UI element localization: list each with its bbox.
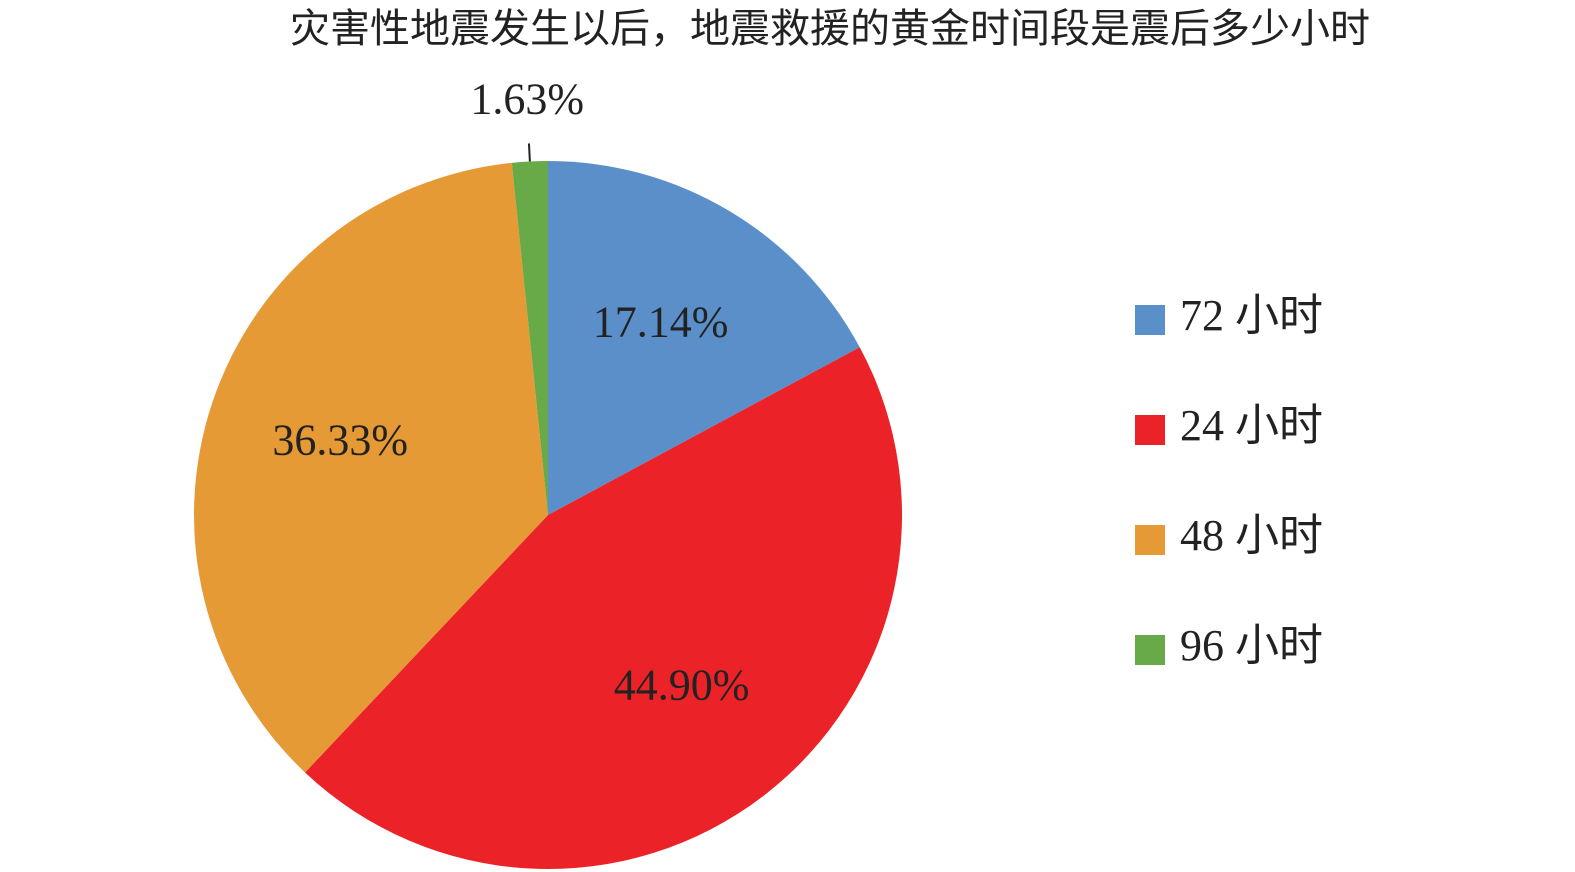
legend-swatch (1135, 305, 1165, 335)
legend-label: 24 小时 (1180, 401, 1323, 450)
pie-slice (511, 161, 548, 515)
legend-swatch (1135, 415, 1165, 445)
data-label: 1.63% (470, 75, 584, 124)
pie-slice (305, 347, 903, 870)
legend-label: 96 小时 (1180, 621, 1323, 670)
chart-title: 灾害性地震发生以后，地震救援的黄金时间段是震后多少小时 (290, 6, 1370, 51)
legend-label: 48 小时 (1180, 511, 1323, 560)
pie-slice (548, 161, 860, 515)
leader-line (527, 143, 531, 162)
legend-swatch (1135, 635, 1165, 665)
data-label: 44.90% (614, 660, 750, 709)
pie-slice (193, 162, 548, 773)
legend-label: 72 小时 (1180, 291, 1323, 340)
data-label: 17.14% (593, 298, 729, 347)
legend-swatch (1135, 525, 1165, 555)
data-label: 36.33% (272, 416, 408, 465)
